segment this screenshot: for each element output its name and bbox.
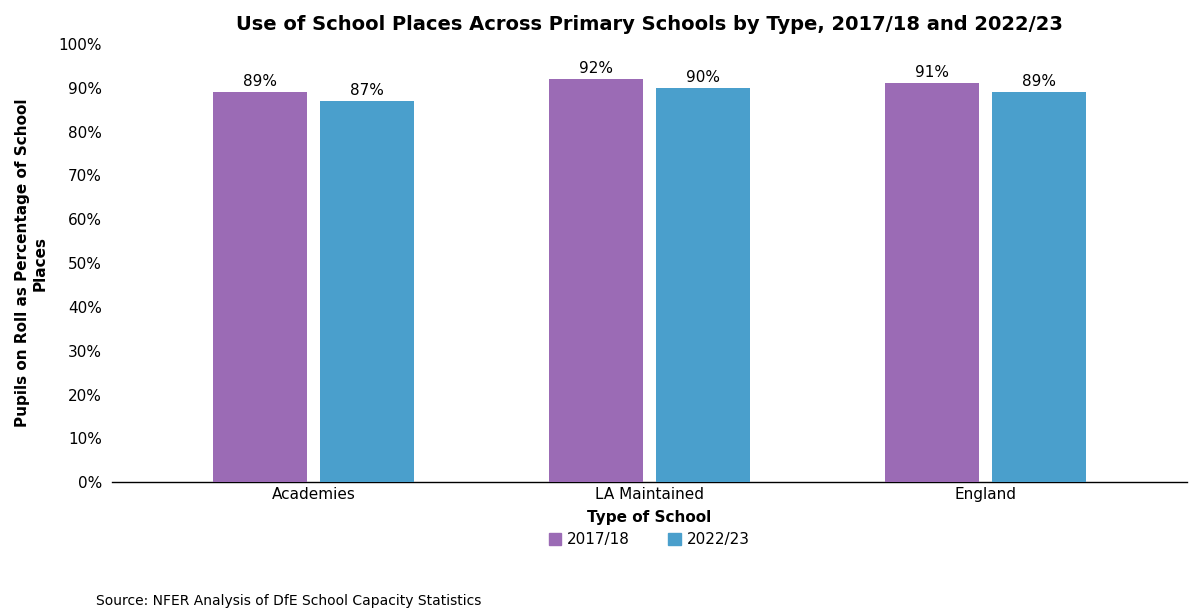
Text: Source: NFER Analysis of DfE School Capacity Statistics: Source: NFER Analysis of DfE School Capa… [96, 594, 482, 608]
Text: 89%: 89% [1022, 74, 1057, 89]
Y-axis label: Pupils on Roll as Percentage of School
Places: Pupils on Roll as Percentage of School P… [14, 99, 47, 427]
X-axis label: Type of School: Type of School [588, 510, 712, 525]
Text: 87%: 87% [350, 83, 385, 98]
Text: 90%: 90% [686, 70, 720, 85]
Bar [656, 88, 750, 482]
Bar [548, 79, 643, 482]
Bar [992, 92, 1087, 482]
Text: 91%: 91% [915, 65, 948, 80]
Title: Use of School Places Across Primary Schools by Type, 2017/18 and 2022/23: Use of School Places Across Primary Scho… [236, 15, 1063, 34]
Text: 92%: 92% [578, 61, 613, 76]
Bar [885, 83, 978, 482]
Bar [320, 101, 415, 482]
Text: 89%: 89% [243, 74, 276, 89]
Bar [213, 92, 307, 482]
Legend: 2017/18, 2022/23: 2017/18, 2022/23 [543, 526, 756, 554]
